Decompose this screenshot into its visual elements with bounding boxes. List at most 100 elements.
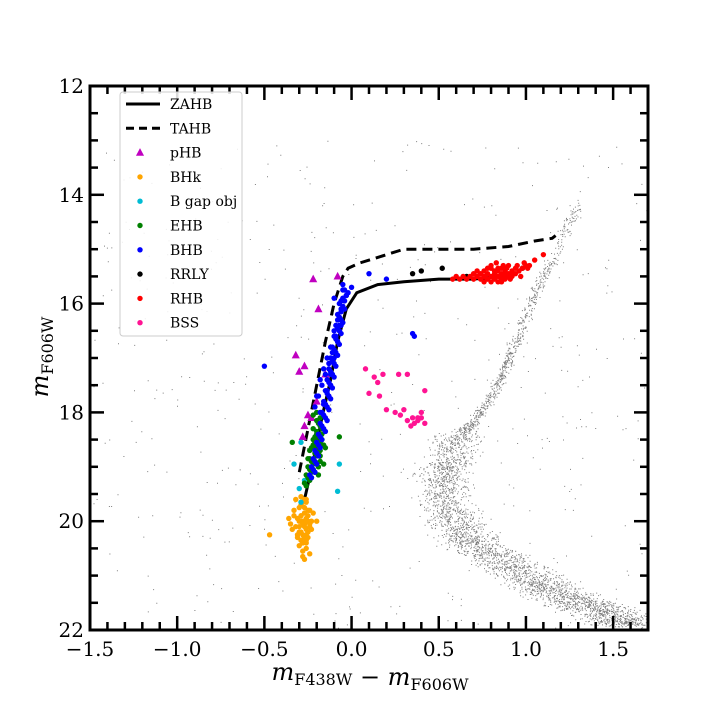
- point-bhb: [312, 469, 318, 475]
- point-rhb: [498, 279, 505, 285]
- point-bhk: [293, 496, 299, 503]
- point-bhb: [411, 333, 418, 339]
- point-bhb: [317, 409, 323, 416]
- point-bhb: [261, 363, 268, 369]
- point-bhb: [341, 298, 348, 304]
- legend-swatch-b-gap-obj: [137, 198, 143, 204]
- legend-label: TAHB: [170, 121, 211, 137]
- x-tick-label: 0.0: [336, 637, 368, 661]
- point-bhb: [317, 445, 323, 451]
- legend-swatch-bhk: [137, 174, 143, 180]
- point-bhk: [287, 521, 294, 527]
- point-rhb: [502, 270, 508, 277]
- point-rhb: [524, 265, 531, 271]
- x-tick-label: −1.5: [66, 637, 115, 661]
- point-bhb: [319, 436, 325, 443]
- point-phb: [300, 421, 309, 430]
- legend-label: RHB: [170, 291, 203, 307]
- point-bhk: [291, 507, 297, 514]
- point-bhb: [320, 401, 327, 407]
- point-ehb: [307, 447, 313, 454]
- point-bhb: [322, 428, 329, 435]
- point-ehb: [303, 483, 309, 489]
- point-ehb: [320, 461, 327, 467]
- point-bhk: [298, 537, 304, 543]
- y-tick-label: 20: [59, 509, 84, 533]
- point-bhk: [296, 504, 302, 511]
- point-bhb: [383, 276, 390, 282]
- point-bhb: [366, 270, 372, 277]
- y-tick-label: 16: [59, 292, 84, 316]
- point-bhb: [327, 396, 334, 402]
- point-bss: [366, 390, 372, 397]
- point-bhb: [313, 461, 320, 467]
- point-bss: [422, 387, 428, 394]
- point-bhb: [338, 306, 344, 312]
- legend-swatch-rrly: [137, 271, 143, 277]
- point-bss: [397, 412, 404, 418]
- y-tick-label: 22: [59, 618, 84, 642]
- point-bhb: [331, 295, 337, 301]
- point-bhb: [322, 371, 329, 378]
- point-bss: [418, 409, 425, 416]
- point-bhb: [340, 281, 346, 288]
- point-bhb: [312, 404, 318, 410]
- y-tick-label: 14: [59, 183, 84, 207]
- point-bhb: [348, 284, 355, 290]
- point-bss: [383, 406, 390, 413]
- legend-label: B gap obj: [170, 194, 237, 210]
- point-bhb: [326, 406, 332, 413]
- line-zahb: [303, 272, 518, 500]
- point-rhb: [488, 262, 494, 269]
- series-b-gap-obj: [291, 439, 343, 505]
- point-bhb: [324, 417, 330, 424]
- point-bhb: [334, 338, 341, 345]
- point-bhb: [326, 360, 332, 367]
- legend-swatch-rhb: [137, 295, 143, 302]
- point-bhk: [303, 496, 309, 503]
- x-tick-label: 1.5: [597, 637, 629, 661]
- point-bss: [392, 409, 398, 416]
- point-phb: [312, 397, 321, 405]
- point-bhk: [307, 551, 313, 557]
- series-rhb: [450, 251, 547, 285]
- point-bhb: [329, 385, 336, 391]
- point-bhb: [334, 317, 341, 323]
- point-bhk: [289, 526, 295, 533]
- y-tick-label: 18: [59, 400, 84, 424]
- point-bhk: [313, 518, 320, 524]
- point-bhb: [343, 292, 350, 299]
- point-phb: [309, 274, 318, 283]
- point-bhb: [315, 393, 322, 399]
- point-bhk: [298, 529, 304, 535]
- legend-label: pHB: [170, 146, 201, 162]
- point-bss: [371, 374, 377, 380]
- point-rrly: [418, 268, 425, 274]
- point-bhb: [329, 349, 336, 356]
- point-bhk: [301, 510, 308, 516]
- point-bhb: [333, 363, 339, 369]
- legend-box: [119, 91, 243, 337]
- legend-label: ZAHB: [170, 97, 212, 113]
- legend-label: EHB: [170, 219, 203, 235]
- x-tick-label: 0.5: [423, 637, 455, 661]
- point-rhb: [488, 279, 494, 285]
- point-bhk: [300, 548, 306, 554]
- point-bhb: [319, 382, 325, 388]
- axes: −1.5 −1.0 −0.5 0.0 0.5 1.0 1.5 12 14 16 18 20 22: [59, 74, 650, 661]
- point-rhb: [504, 265, 510, 271]
- legend: ZAHB TAHB pHB BHk B gap obj EHB BHB RRLY RHB BSS: [119, 91, 243, 337]
- point-bss: [395, 371, 402, 378]
- point-bhb: [327, 344, 334, 350]
- point-bhk: [303, 540, 309, 546]
- line-tahb: [297, 234, 557, 473]
- point-rrly: [409, 270, 416, 277]
- point-bhb: [340, 287, 346, 293]
- point-rhb: [474, 268, 480, 274]
- point-phb: [298, 432, 307, 441]
- point-bhb: [338, 330, 344, 337]
- point-bhb: [315, 453, 322, 459]
- point-rhb: [507, 276, 513, 282]
- point-bhb: [320, 366, 327, 372]
